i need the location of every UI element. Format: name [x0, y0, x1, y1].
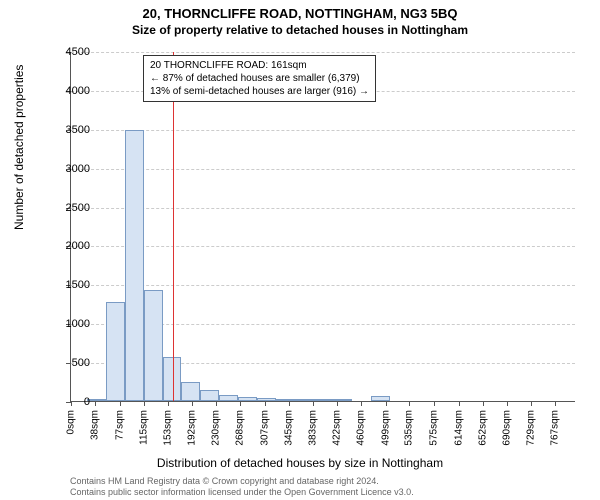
- x-tick: [168, 401, 169, 406]
- y-tick-label: 2000: [50, 240, 90, 252]
- histogram-bar: [144, 290, 163, 401]
- x-tick-label: 535sqm: [403, 410, 414, 446]
- histogram-bar: [219, 395, 238, 401]
- x-tick-label: 268sqm: [235, 410, 246, 446]
- x-tick: [216, 401, 217, 406]
- x-tick: [483, 401, 484, 406]
- y-tick-label: 0: [50, 396, 90, 408]
- x-tick: [507, 401, 508, 406]
- x-tick-label: 192sqm: [187, 410, 198, 446]
- x-tick: [144, 401, 145, 406]
- grid-line: [71, 285, 575, 286]
- info-box-line: 20 THORNCLIFFE ROAD: 161sqm: [150, 59, 369, 72]
- x-tick-label: 115sqm: [138, 410, 149, 445]
- grid-line: [71, 169, 575, 170]
- x-tick: [289, 401, 290, 406]
- y-axis-label: Number of detached properties: [12, 65, 26, 230]
- x-tick: [192, 401, 193, 406]
- info-box-line: 13% of semi-detached houses are larger (…: [150, 85, 369, 98]
- x-tick-label: 345sqm: [283, 410, 294, 446]
- grid-line: [71, 246, 575, 247]
- x-tick-label: 0sqm: [66, 410, 77, 434]
- x-tick-label: 499sqm: [380, 410, 391, 446]
- y-tick-label: 3500: [50, 124, 90, 136]
- x-tick: [531, 401, 532, 406]
- x-tick: [409, 401, 410, 406]
- x-tick-label: 230sqm: [211, 410, 222, 446]
- x-tick: [386, 401, 387, 406]
- x-tick: [313, 401, 314, 406]
- histogram-bar: [125, 130, 144, 401]
- chart-container: 20, THORNCLIFFE ROAD, NOTTINGHAM, NG3 5B…: [0, 0, 600, 500]
- y-tick-label: 1000: [50, 318, 90, 330]
- x-tick: [555, 401, 556, 406]
- x-tick: [459, 401, 460, 406]
- page-title: 20, THORNCLIFFE ROAD, NOTTINGHAM, NG3 5B…: [0, 0, 600, 21]
- y-tick-label: 500: [50, 357, 90, 369]
- x-tick-label: 460sqm: [356, 410, 367, 446]
- footer-attribution: Contains HM Land Registry data © Crown c…: [70, 476, 414, 498]
- x-tick: [265, 401, 266, 406]
- histogram-bar: [276, 399, 295, 401]
- x-tick-label: 383sqm: [307, 410, 318, 446]
- x-tick-label: 38sqm: [89, 410, 100, 440]
- reference-line: [173, 52, 174, 401]
- y-tick-label: 3000: [50, 163, 90, 175]
- y-tick-label: 1500: [50, 279, 90, 291]
- x-tick-label: 690sqm: [501, 410, 512, 446]
- x-tick: [95, 401, 96, 406]
- grid-line: [71, 208, 575, 209]
- x-tick-label: 575sqm: [428, 410, 439, 446]
- histogram-bar: [106, 302, 125, 401]
- grid-line: [71, 130, 575, 131]
- grid-line: [71, 52, 575, 53]
- histogram-bar: [295, 399, 314, 401]
- x-tick-label: 307sqm: [259, 410, 270, 446]
- x-tick-label: 729sqm: [526, 410, 537, 446]
- x-tick-label: 77sqm: [114, 410, 125, 440]
- histogram-bar: [257, 398, 276, 402]
- y-tick-label: 2500: [50, 202, 90, 214]
- x-tick: [240, 401, 241, 406]
- histogram-bar: [200, 390, 219, 401]
- info-box: 20 THORNCLIFFE ROAD: 161sqm← 87% of deta…: [143, 55, 376, 102]
- y-tick-label: 4000: [50, 85, 90, 97]
- x-tick: [120, 401, 121, 406]
- footer-line-1: Contains HM Land Registry data © Crown c…: [70, 476, 414, 487]
- histogram-bar: [333, 399, 352, 401]
- y-tick-label: 4500: [50, 46, 90, 58]
- chart-area: 0sqm38sqm77sqm115sqm153sqm192sqm230sqm26…: [70, 52, 575, 402]
- chart-subtitle: Size of property relative to detached ho…: [0, 23, 600, 37]
- x-tick-label: 422sqm: [332, 410, 343, 446]
- x-tick-label: 614sqm: [453, 410, 464, 446]
- info-box-line: ← 87% of detached houses are smaller (6,…: [150, 72, 369, 85]
- x-tick-label: 767sqm: [550, 410, 561, 446]
- x-tick-label: 652sqm: [477, 410, 488, 446]
- x-tick: [434, 401, 435, 406]
- histogram-bar: [314, 399, 333, 401]
- footer-line-2: Contains public sector information licen…: [70, 487, 414, 498]
- histogram-bar: [181, 382, 200, 401]
- x-tick-label: 153sqm: [162, 410, 173, 446]
- x-axis-label: Distribution of detached houses by size …: [0, 456, 600, 470]
- x-tick: [337, 401, 338, 406]
- plot-region: 0sqm38sqm77sqm115sqm153sqm192sqm230sqm26…: [70, 52, 575, 402]
- x-tick: [361, 401, 362, 406]
